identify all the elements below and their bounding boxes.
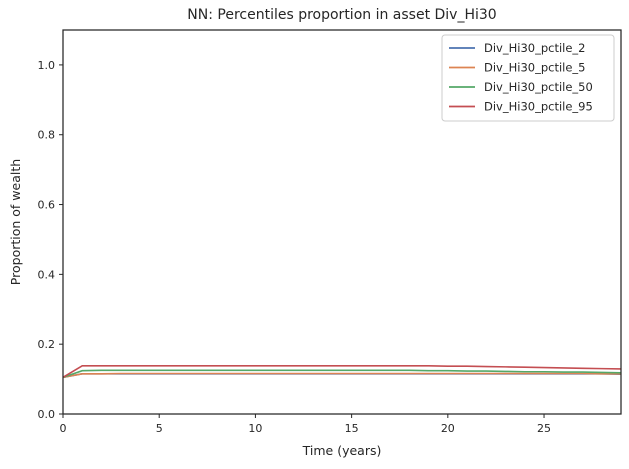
chart-title: NN: Percentiles proportion in asset Div_… — [187, 7, 496, 23]
legend-label-0: Div_Hi30_pctile_2 — [484, 41, 586, 55]
y-axis-label: Proportion of wealth — [8, 159, 23, 285]
legend-label-1: Div_Hi30_pctile_5 — [484, 61, 586, 75]
legend-label-2: Div_Hi30_pctile_50 — [484, 80, 593, 94]
plot-lines — [62, 365, 622, 379]
legend: Div_Hi30_pctile_2 Div_Hi30_pctile_5 Div_Hi… — [441, 34, 615, 122]
x-tick-label: 20 — [441, 422, 455, 435]
y-axis-ticks: 0.0 0.2 0.4 0.6 0.8 1.0 — [38, 59, 63, 421]
x-tick-label: 10 — [248, 422, 262, 435]
x-axis-label: Time (years) — [302, 443, 382, 458]
legend-items: Div_Hi30_pctile_2 Div_Hi30_pctile_5 Div_Hi… — [449, 41, 593, 114]
x-tick-label: 0 — [60, 422, 67, 435]
y-tick-label: 0.8 — [38, 129, 56, 142]
series-line-2 — [62, 369, 622, 379]
legend-box — [441, 34, 615, 122]
y-tick-label: 0.0 — [38, 408, 56, 421]
x-tick-label: 15 — [345, 422, 359, 435]
y-tick-label: 1.0 — [38, 59, 56, 72]
series-line-3 — [62, 365, 622, 379]
x-tick-label: 5 — [156, 422, 163, 435]
x-axis-ticks: 0 5 10 15 20 25 — [60, 414, 551, 435]
legend-label-3: Div_Hi30_pctile_95 — [484, 100, 593, 114]
x-tick-label: 25 — [537, 422, 551, 435]
plot-frame — [62, 29, 622, 415]
series-line-1 — [62, 372, 621, 379]
y-tick-label: 0.4 — [38, 268, 56, 281]
y-tick-label: 0.2 — [38, 338, 56, 351]
y-tick-label: 0.6 — [38, 199, 56, 212]
